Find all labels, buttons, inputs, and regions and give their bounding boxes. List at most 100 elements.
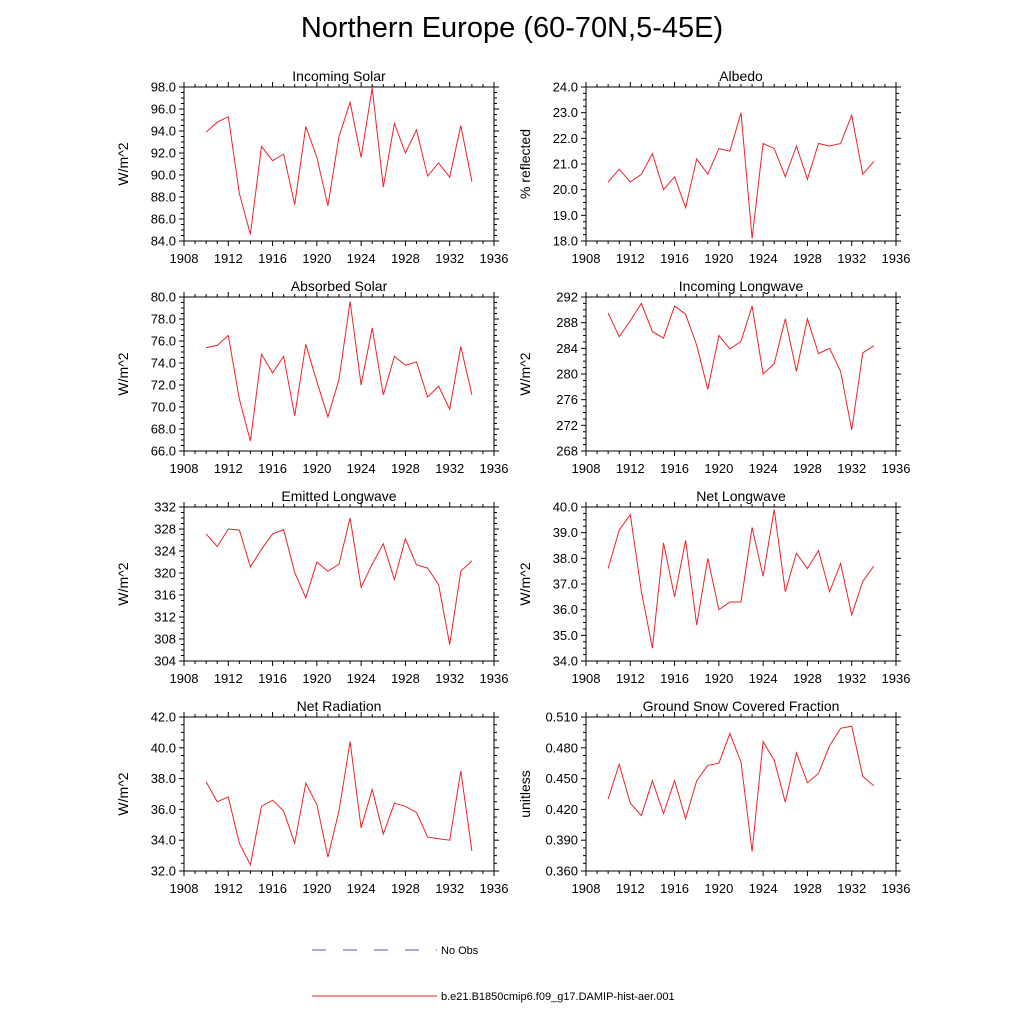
- y-tick-label: 328: [154, 522, 176, 537]
- x-tick-label: 1908: [170, 671, 199, 686]
- y-tick-label: 280: [556, 367, 578, 382]
- y-tick-label: 84.0: [151, 234, 176, 249]
- x-tick-label: 1920: [302, 671, 331, 686]
- y-tick-label: 92.0: [151, 146, 176, 161]
- legend: No Obs b.e21.B1850cmip6.f09_g17.DAMIP-his…: [312, 945, 675, 1003]
- x-tick-label: 1928: [391, 881, 420, 896]
- y-tick-label: 0.480: [545, 740, 578, 755]
- y-tick-label: 68.0: [151, 422, 176, 437]
- x-tick-label: 1920: [302, 461, 331, 476]
- y-tick-label: 86.0: [151, 212, 176, 227]
- y-tick-label: 18.0: [553, 234, 578, 249]
- x-tick-label: 1936: [882, 671, 911, 686]
- y-tick-label: 0.450: [545, 771, 578, 786]
- y-tick-label: 34.0: [553, 654, 578, 669]
- x-tick-label: 1924: [347, 251, 376, 266]
- series-line: [607, 509, 875, 649]
- x-tick-label: 1916: [258, 671, 287, 686]
- series-line: [206, 301, 473, 442]
- y-tick-label: 34.0: [151, 833, 176, 848]
- y-tick-label: 21.0: [553, 157, 578, 172]
- x-tick-label: 1924: [347, 881, 376, 896]
- y-tick-label: 38.0: [151, 771, 176, 786]
- plot-frame: [183, 296, 495, 452]
- y-tick-label: 36.0: [151, 802, 176, 817]
- y-tick-label: 80.0: [151, 290, 176, 305]
- panel-title: Incoming Solar: [292, 68, 386, 84]
- y-tick-label: 324: [154, 544, 176, 559]
- plot-frame: [183, 506, 495, 662]
- x-tick-label: 1912: [214, 461, 243, 476]
- x-tick-label: 1920: [704, 881, 733, 896]
- panel-title: Albedo: [719, 68, 763, 84]
- y-tick-label: 24.0: [553, 80, 578, 95]
- x-tick-label: 1928: [793, 881, 822, 896]
- x-tick-label: 1916: [258, 251, 287, 266]
- x-tick-label: 1932: [837, 251, 866, 266]
- y-tick-label: 272: [556, 418, 578, 433]
- chart-panel: Net Radiation 1908 1912 1916 1920 1924 1928 193…: [115, 698, 508, 896]
- y-tick-label: 96.0: [151, 102, 176, 117]
- y-axis-label: W/m^2: [517, 562, 533, 605]
- y-tick-label: 292: [556, 290, 578, 305]
- x-tick-label: 1928: [391, 461, 420, 476]
- x-tick-label: 1916: [660, 881, 689, 896]
- y-tick-label: 20.0: [553, 182, 578, 197]
- chart-panel: Albedo 1908 1912 1916 1920 1924 1928 1932 1936 18…: [517, 68, 910, 266]
- plot-frame: [183, 716, 495, 872]
- x-tick-label: 1936: [480, 251, 509, 266]
- plot-frame: [183, 86, 495, 242]
- main-title: Northern Europe (60-70N,5-45E): [300, 12, 724, 44]
- x-tick-label: 1908: [572, 461, 601, 476]
- x-tick-label: 1924: [347, 461, 376, 476]
- y-tick-label: 76.0: [151, 334, 176, 349]
- x-tick-label: 1916: [660, 671, 689, 686]
- plot-frame: [585, 716, 897, 872]
- y-axis-label: % reflected: [517, 129, 533, 199]
- x-tick-label: 1928: [793, 251, 822, 266]
- panel-title: Ground Snow Covered Fraction: [643, 698, 840, 714]
- y-axis-label: W/m^2: [115, 562, 131, 605]
- series-line: [607, 725, 875, 852]
- y-tick-label: 0.420: [545, 802, 578, 817]
- y-tick-label: 35.0: [553, 628, 578, 643]
- y-tick-label: 320: [154, 566, 176, 581]
- y-tick-label: 0.510: [545, 710, 578, 725]
- x-tick-label: 1916: [660, 461, 689, 476]
- x-tick-label: 1912: [214, 671, 243, 686]
- y-tick-label: 39.0: [553, 525, 578, 540]
- panel-title: Net Longwave: [696, 488, 786, 504]
- x-tick-label: 1912: [616, 671, 645, 686]
- x-tick-label: 1916: [258, 881, 287, 896]
- x-tick-label: 1924: [749, 251, 778, 266]
- x-tick-label: 1908: [572, 671, 601, 686]
- x-tick-label: 1912: [616, 881, 645, 896]
- chart-panel: Incoming Solar 1908 1912 1916 1920 1924 1928 19…: [115, 68, 508, 266]
- x-tick-label: 1920: [704, 251, 733, 266]
- chart-panel: Emitted Longwave 1908 1912 1916 1920 1924 1928…: [115, 488, 508, 686]
- chart-panel: Ground Snow Covered Fraction 1908 1912 1916…: [517, 698, 910, 896]
- x-tick-label: 1912: [616, 461, 645, 476]
- y-tick-label: 22.0: [553, 131, 578, 146]
- x-tick-label: 1932: [435, 671, 464, 686]
- x-tick-label: 1936: [480, 461, 509, 476]
- x-tick-label: 1924: [347, 671, 376, 686]
- x-tick-label: 1916: [660, 251, 689, 266]
- x-tick-label: 1912: [616, 251, 645, 266]
- panel-title: Incoming Longwave: [679, 278, 804, 294]
- x-tick-label: 1924: [749, 461, 778, 476]
- series-line: [607, 302, 875, 430]
- y-tick-label: 90.0: [151, 168, 176, 183]
- y-tick-label: 304: [154, 654, 176, 669]
- y-tick-label: 23.0: [553, 105, 578, 120]
- x-tick-label: 1928: [793, 671, 822, 686]
- x-tick-label: 1912: [214, 881, 243, 896]
- y-axis-label: unitless: [517, 770, 533, 817]
- panel-title: Emitted Longwave: [281, 488, 396, 504]
- y-tick-label: 38.0: [553, 551, 578, 566]
- x-tick-label: 1908: [572, 881, 601, 896]
- chart-panel: Net Longwave 1908 1912 1916 1920 1924 1928 1932…: [517, 488, 910, 686]
- x-tick-label: 1932: [837, 881, 866, 896]
- plot-frame: [585, 86, 897, 242]
- x-tick-label: 1928: [391, 671, 420, 686]
